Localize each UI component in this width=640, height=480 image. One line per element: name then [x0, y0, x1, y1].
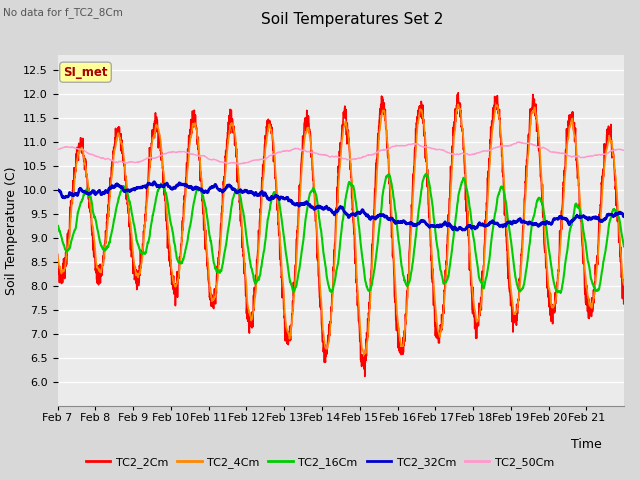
- Text: No data for f_TC2_8Cm: No data for f_TC2_8Cm: [3, 7, 123, 18]
- Y-axis label: Soil Temperature (C): Soil Temperature (C): [4, 166, 17, 295]
- Text: Soil Temperatures Set 2: Soil Temperatures Set 2: [261, 12, 443, 27]
- Text: SI_met: SI_met: [63, 66, 108, 79]
- Text: Time: Time: [571, 438, 602, 451]
- Legend: TC2_2Cm, TC2_4Cm, TC2_16Cm, TC2_32Cm, TC2_50Cm: TC2_2Cm, TC2_4Cm, TC2_16Cm, TC2_32Cm, TC…: [81, 452, 559, 472]
